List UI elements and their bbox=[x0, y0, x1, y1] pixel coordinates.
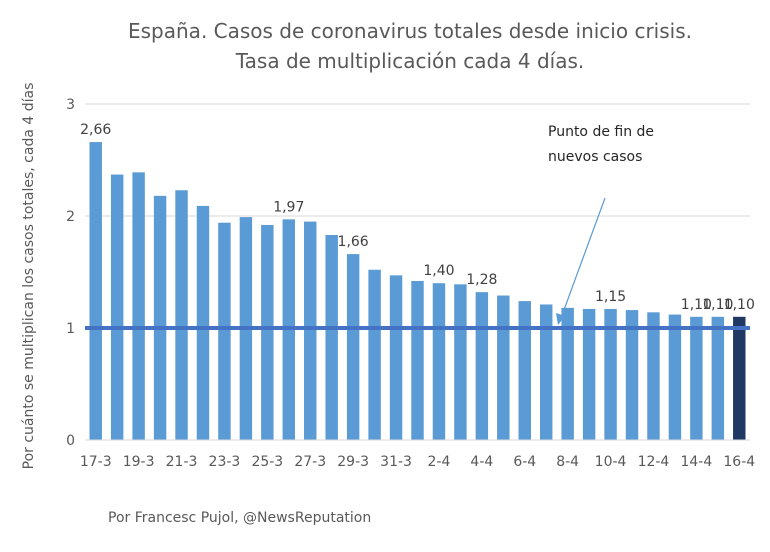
bar bbox=[153, 195, 167, 440]
data-label: 1,10 bbox=[702, 297, 733, 313]
annotation-line-2: nuevos casos bbox=[548, 149, 643, 165]
data-label: 1,40 bbox=[423, 263, 454, 279]
data-label: 1,15 bbox=[595, 289, 626, 305]
data-label: 1,66 bbox=[338, 234, 369, 250]
data-label: 1,97 bbox=[273, 199, 304, 215]
x-tick-label: 29-3 bbox=[337, 454, 369, 470]
bar bbox=[518, 301, 531, 440]
x-tick-label: 10-4 bbox=[595, 454, 627, 470]
chart-title: España. Casos de coronavirus totales des… bbox=[128, 19, 692, 43]
y-tick-label: 1 bbox=[66, 321, 75, 337]
bar bbox=[711, 316, 725, 440]
x-tick-label: 27-3 bbox=[294, 454, 326, 470]
bar bbox=[89, 142, 102, 440]
annotation-text: Punto de fin de nuevos casos bbox=[548, 120, 698, 170]
bar bbox=[261, 224, 274, 440]
x-tick-label: 21-3 bbox=[166, 454, 198, 470]
bar bbox=[432, 283, 446, 440]
bar bbox=[604, 308, 617, 440]
bar bbox=[497, 295, 510, 440]
bar bbox=[475, 292, 489, 440]
x-tick-label: 19-3 bbox=[123, 454, 155, 470]
bar bbox=[625, 310, 639, 440]
bar bbox=[196, 205, 210, 440]
bar bbox=[218, 222, 231, 440]
x-tick-label: 16-4 bbox=[723, 454, 755, 470]
data-label: 2,66 bbox=[80, 122, 111, 138]
x-tick-label: 17-3 bbox=[80, 454, 112, 470]
bar bbox=[346, 254, 360, 440]
footer-credit: Por Francesc Pujol, @NewsReputation bbox=[108, 510, 372, 526]
x-tick-label: 23-3 bbox=[209, 454, 241, 470]
y-tick-label: 3 bbox=[66, 97, 75, 113]
bar bbox=[368, 269, 381, 440]
x-tick-label: 8-4 bbox=[556, 454, 579, 470]
chart-subtitle: Tasa de multiplicación cada 4 días. bbox=[235, 49, 585, 73]
x-tick-label: 12-4 bbox=[638, 454, 670, 470]
data-label: 1,10 bbox=[724, 297, 755, 313]
bar bbox=[304, 221, 317, 440]
y-axis-label: Por cuánto se multiplican los casos tota… bbox=[21, 83, 37, 470]
bar bbox=[733, 316, 746, 440]
bar bbox=[132, 172, 145, 440]
bar bbox=[325, 235, 338, 440]
x-tick-label: 25-3 bbox=[251, 454, 283, 470]
x-tick-label: 6-4 bbox=[513, 454, 536, 470]
x-tick-label: 14-4 bbox=[680, 454, 712, 470]
bar bbox=[539, 304, 553, 440]
bar bbox=[175, 190, 188, 440]
x-tick-label: 2-4 bbox=[428, 454, 451, 470]
bar bbox=[690, 316, 703, 440]
bar bbox=[110, 174, 124, 440]
x-tick-label: 31-3 bbox=[380, 454, 412, 470]
bar bbox=[668, 314, 682, 440]
bar bbox=[389, 275, 403, 440]
annotation-line-1: Punto de fin de bbox=[548, 124, 655, 140]
bar bbox=[582, 308, 596, 440]
annotation-arrowhead bbox=[556, 313, 565, 325]
x-tick-label: 4-4 bbox=[470, 454, 493, 470]
y-tick-label: 2 bbox=[66, 209, 75, 225]
annotation-arrow bbox=[560, 197, 606, 319]
y-tick-label: 0 bbox=[66, 433, 75, 449]
bar bbox=[647, 312, 660, 440]
bar bbox=[561, 307, 574, 440]
data-label: 1,10 bbox=[681, 297, 712, 313]
bar bbox=[454, 284, 467, 440]
bar bbox=[411, 280, 424, 440]
data-label: 1,28 bbox=[466, 272, 497, 288]
